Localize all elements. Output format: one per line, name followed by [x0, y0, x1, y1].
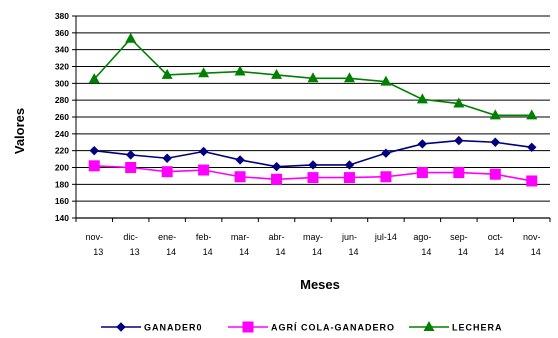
x-tick-label-line2: 14 [531, 247, 541, 257]
series [88, 32, 538, 120]
y-tick-label: 360 [55, 28, 69, 38]
x-axis-title: Meses [300, 277, 340, 292]
data-point [235, 155, 245, 165]
x-tick-label-line2: 14 [348, 247, 358, 257]
data-point [307, 172, 319, 184]
x-tick-label: feb- [196, 232, 212, 242]
data-point [489, 109, 501, 120]
data-point [234, 65, 246, 76]
data-point [454, 135, 464, 146]
y-tick-label: 280 [55, 95, 69, 105]
y-tick-label: 300 [55, 78, 69, 88]
data-point [271, 68, 283, 79]
data-point [380, 171, 392, 183]
x-tick-label: mar- [231, 232, 250, 242]
legend-label: GANADER0 [144, 323, 203, 333]
data-point [307, 72, 319, 83]
x-tick-label: sep- [450, 232, 468, 242]
y-axis-ticks: 140 160 180 200 220 240 260 280 300 320 340 360 380 [55, 11, 76, 223]
data-point [344, 160, 355, 170]
x-tick-label-line2: 14 [458, 247, 468, 257]
data-point [380, 75, 392, 86]
data-point [271, 161, 282, 172]
y-tick-label: 380 [55, 11, 69, 21]
data-point [453, 167, 465, 179]
x-tick-label-line2: 13 [93, 247, 103, 257]
y-tick-label: 200 [55, 163, 69, 173]
data-point [88, 73, 100, 84]
data-point [125, 162, 137, 173]
x-tick-label-line2: 14 [166, 247, 176, 257]
data-point [161, 68, 173, 79]
series [89, 135, 537, 172]
data-point [381, 148, 391, 158]
data-point [198, 67, 210, 78]
data-point [162, 153, 172, 163]
y-tick-label: 320 [55, 62, 69, 72]
plot-series [88, 32, 538, 187]
legend: GANADER0 AGRÍ COLA-GANADERO LECHERA [101, 321, 503, 333]
data-point [308, 160, 318, 170]
data-point [88, 160, 100, 172]
y-tick-label: 140 [55, 213, 69, 223]
x-tick-label: ago- [413, 232, 431, 242]
y-tick-label: 340 [55, 45, 69, 55]
data-point [125, 150, 136, 160]
x-tick-label: ene- [158, 232, 176, 242]
x-tick-label-line2: 13 [130, 247, 140, 257]
x-tick-label-line2: 14 [494, 247, 504, 257]
x-tick-label: may- [303, 232, 323, 242]
y-tick-label: 160 [55, 196, 69, 206]
y-axis-title: Valores [12, 108, 27, 154]
data-point [242, 321, 254, 333]
data-point [423, 321, 435, 331]
data-point [271, 173, 283, 185]
data-point [116, 322, 126, 332]
x-tick-label: nov- [85, 232, 103, 242]
y-tick-label: 220 [55, 146, 69, 156]
x-axis-ticks: nov- 13 dic- 13 ene- 14 feb- 14 mar- 14 abr- 14 may-… [75, 218, 551, 257]
data-point [416, 93, 428, 104]
series [88, 160, 538, 187]
data-point [453, 97, 465, 108]
x-tick-label-line2: 14 [312, 247, 322, 257]
data-point [343, 172, 355, 184]
legend-label: AGRÍ COLA-GANADERO [271, 323, 395, 333]
x-tick-label: dic- [123, 232, 138, 242]
data-point [343, 72, 355, 83]
y-tick-label: 260 [55, 112, 69, 122]
grid-lines [75, 15, 550, 219]
x-tick-label-line2: 14 [276, 247, 286, 257]
x-tick-label-line2: 14 [239, 247, 249, 257]
data-point [490, 137, 501, 147]
data-point [416, 167, 428, 179]
y-tick-label: 240 [55, 129, 69, 139]
data-point [526, 109, 538, 120]
x-tick-label-line2: 14 [203, 247, 213, 257]
y-tick-label: 180 [55, 179, 69, 189]
x-tick-label: abr- [269, 232, 285, 242]
x-tick-label: jun- [341, 232, 357, 242]
data-point [527, 142, 537, 153]
data-point [234, 171, 246, 183]
data-point [198, 146, 209, 157]
data-point [526, 175, 538, 187]
x-tick-label-line2: 14 [421, 247, 431, 257]
data-point [125, 32, 137, 43]
legend-label: LECHERA [452, 323, 503, 333]
data-point [198, 164, 210, 176]
data-point [89, 145, 99, 156]
data-point [161, 166, 173, 178]
x-tick-label: nov- [523, 232, 541, 242]
x-tick-label: oct- [488, 232, 503, 242]
x-tick-label: jul-14 [374, 232, 397, 242]
data-point [489, 168, 501, 180]
data-point [417, 139, 428, 149]
